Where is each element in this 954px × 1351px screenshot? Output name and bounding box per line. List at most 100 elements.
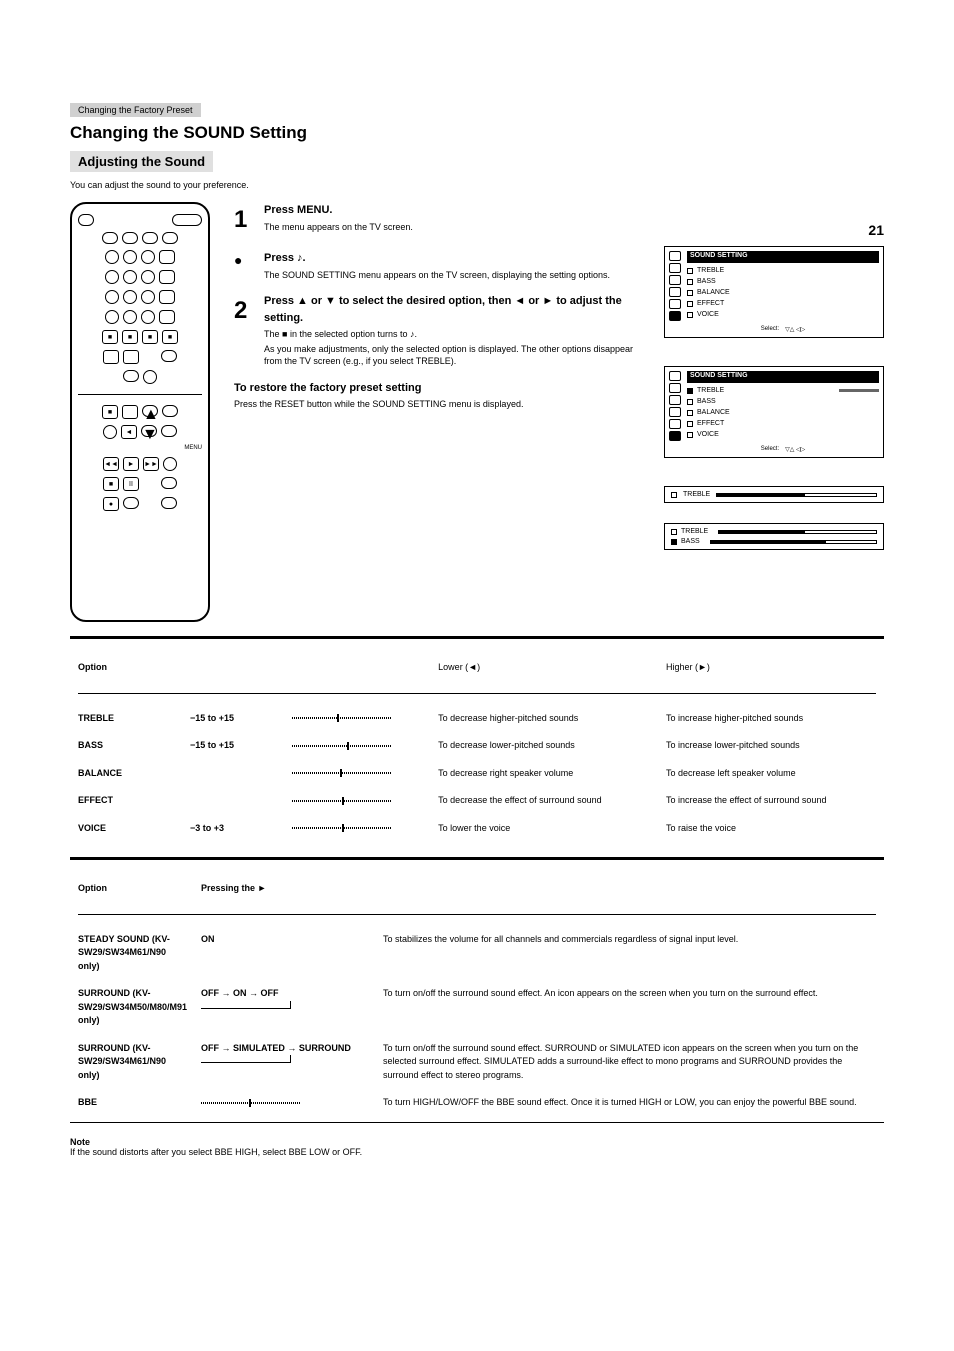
opt-voice: VOICE — [72, 816, 182, 842]
remote-menu-label: MENU — [78, 445, 202, 451]
sound-menu-icon — [669, 311, 681, 321]
step-2-sub: The SOUND SETTING menu appears on the TV… — [264, 269, 640, 282]
menu2-title: SOUND SETTING — [687, 371, 879, 383]
remote-up-btn: ▲ — [142, 405, 158, 417]
step-1-main: Press MENU. — [264, 202, 640, 219]
subtitle-bar: Adjusting the Sound — [70, 151, 213, 172]
menu-item-voice: VOICE — [697, 311, 719, 318]
menu-item-treble: TREBLE — [697, 267, 724, 274]
step-3-main: Press ▲ or ▼ to select the desired optio… — [264, 293, 640, 326]
opt-balance-range — [184, 761, 284, 787]
step-1-sub: The menu appears on the TV screen. — [264, 221, 640, 234]
right-column: 21 SOUND SETTING TREBLE BASS BALANCE EFF… — [664, 202, 884, 622]
opt-voice-high: To raise the voice — [660, 816, 882, 842]
opt-effect: EFFECT — [72, 788, 182, 814]
menu2-item-treble: TREBLE — [697, 387, 724, 394]
two-bar-a: TREBLE — [681, 528, 708, 535]
opt-surround-1-lead: OFF → ON → OFF — [201, 988, 279, 998]
cycle-arrow-icon — [201, 1001, 291, 1009]
step-bullet: ● — [234, 250, 254, 281]
menu2-item-bass: BASS — [697, 398, 716, 405]
step-1-num: 1 — [234, 202, 254, 238]
table2-hdr: Option — [72, 876, 193, 902]
menu-nav-icons-2: ▽△ ◁▷ — [785, 446, 805, 453]
opt-bass-low: To decrease lower-pitched sounds — [432, 733, 658, 759]
table-row: BBE To turn HIGH/LOW/OFF the BBE sound e… — [72, 1090, 882, 1116]
opt-voice-range: −3 to +3 — [184, 816, 284, 842]
opt-surround-2-lead: OFF → SIMULATED → SURROUND — [201, 1043, 351, 1053]
menu-screenshot-1: SOUND SETTING TREBLE BASS BALANCE EFFECT… — [664, 246, 884, 338]
slider-icon — [292, 824, 392, 832]
menu-nav-select-2: Select: — [761, 446, 779, 453]
menu-screenshot-2: SOUND SETTING TREBLE BASS BALANCE EFFECT… — [664, 366, 884, 458]
slider-icon — [292, 769, 392, 777]
two-bar-b: BASS — [681, 538, 700, 545]
opt-effect-low: To decrease the effect of surround sound — [432, 788, 658, 814]
opt-treble: TREBLE — [72, 706, 182, 732]
remote-left-btn: ◄ — [121, 425, 137, 439]
restore-title: To restore the factory preset setting — [234, 380, 640, 397]
opt-bass-high: To increase lower-pitched sounds — [660, 733, 882, 759]
opt-surround-1: SURROUND (KV-SW29/SW34M50/M80/M91 only) — [72, 981, 193, 1034]
menu-item-bass: BASS — [697, 278, 716, 285]
note-block: Note If the sound distorts after you sel… — [70, 1137, 884, 1157]
menu2-item-effect: EFFECT — [697, 420, 724, 427]
table-row: VOICE −3 to +3 To lower the voice To rai… — [72, 816, 882, 842]
opt-surround-1-desc: To turn on/off the surround sound effect… — [377, 981, 882, 1034]
note-body: If the sound distorts after you select B… — [70, 1147, 884, 1157]
menu-nav-icons: ▽△ ◁▷ — [785, 326, 805, 333]
steps-column: 1 Press MENU. The menu appears on the TV… — [234, 202, 640, 622]
menu-item-balance: BALANCE — [697, 289, 730, 296]
single-bar-panel: TREBLE — [664, 486, 884, 503]
opt-bbe: BBE — [72, 1090, 193, 1116]
opt-bass-range: −15 to +15 — [184, 733, 284, 759]
opt-steady: STEADY SOUND (KV-SW29/SW34M61/N90 only) — [72, 927, 193, 980]
opt-bbe-desc: To turn HIGH/LOW/OFF the BBE sound effec… — [377, 1090, 882, 1116]
opt-treble-low: To decrease higher-pitched sounds — [432, 706, 658, 732]
opt-effect-high: To increase the effect of surround sound — [660, 788, 882, 814]
options-table: Option Lower (◄) Higher (►) TREBLE −15 t… — [70, 653, 884, 843]
subtitle-sub: You can adjust the sound to your prefere… — [70, 180, 884, 190]
note-title: Note — [70, 1137, 90, 1147]
restore-body: Press the RESET button while the SOUND S… — [234, 398, 640, 411]
two-bar-panel: TREBLE BASS — [664, 523, 884, 550]
options-table-2: Option Pressing the ► STEADY SOUND (KV-S… — [70, 874, 884, 1118]
step-3-sub-a: The ■ in the selected option turns to ♪. — [264, 328, 640, 341]
table-row: EFFECT To decrease the effect of surroun… — [72, 788, 882, 814]
remote-reset-btn: ● — [103, 497, 119, 511]
table-row: TREBLE −15 to +15 To decrease higher-pit… — [72, 706, 882, 732]
menu2-item-balance: BALANCE — [697, 409, 730, 416]
table-row: BALANCE To decrease right speaker volume… — [72, 761, 882, 787]
slider-icon — [292, 714, 392, 722]
table-hdr-lower: Lower (◄) — [432, 655, 658, 681]
opt-effect-range — [184, 788, 284, 814]
main-grid: ■■■■ ■▲ ◄▼ MENU ◄◄►►► ■II ● 1 Press MENU… — [70, 202, 884, 622]
menu1-title: SOUND SETTING — [687, 251, 879, 263]
top-label: Changing the Factory Preset — [70, 103, 201, 117]
opt-steady-desc: To stabilizes the volume for all channel… — [377, 927, 882, 980]
options-table-section: Option Lower (◄) Higher (►) TREBLE −15 t… — [70, 653, 884, 843]
step-2-main: Press ♪. — [264, 250, 640, 267]
step-3-sub-b: As you make adjustments, only the select… — [264, 343, 640, 368]
remote-diagram: ■■■■ ■▲ ◄▼ MENU ◄◄►►► ■II ● — [70, 202, 210, 622]
remote-down-btn: ▼ — [141, 425, 157, 437]
menu2-item-voice: VOICE — [697, 431, 719, 438]
table-hdr-higher: Higher (►) — [660, 655, 882, 681]
opt-bass: BASS — [72, 733, 182, 759]
opt-surround-2: SURROUND (KV-SW29/SW34M61/N90 only) — [72, 1036, 193, 1089]
opt-surround-2-desc: To turn on/off the surround sound effect… — [377, 1036, 882, 1089]
divider-2 — [70, 857, 884, 860]
page-number: 21 — [664, 222, 884, 238]
opt-balance-low: To decrease right speaker volume — [432, 761, 658, 787]
slider-icon — [201, 1099, 301, 1107]
remote-right-btn — [161, 425, 177, 437]
single-bar-label: TREBLE — [683, 491, 710, 498]
cycle-arrow-icon — [201, 1055, 291, 1063]
opt-steady-lead: ON — [195, 927, 375, 980]
menu-nav-select: Select: — [761, 326, 779, 333]
table-row: SURROUND (KV-SW29/SW34M50/M80/M91 only) … — [72, 981, 882, 1034]
table-row: BASS −15 to +15 To decrease lower-pitche… — [72, 733, 882, 759]
step-3-num: 2 — [234, 293, 254, 368]
divider-3 — [70, 1122, 884, 1123]
divider-1 — [70, 636, 884, 639]
